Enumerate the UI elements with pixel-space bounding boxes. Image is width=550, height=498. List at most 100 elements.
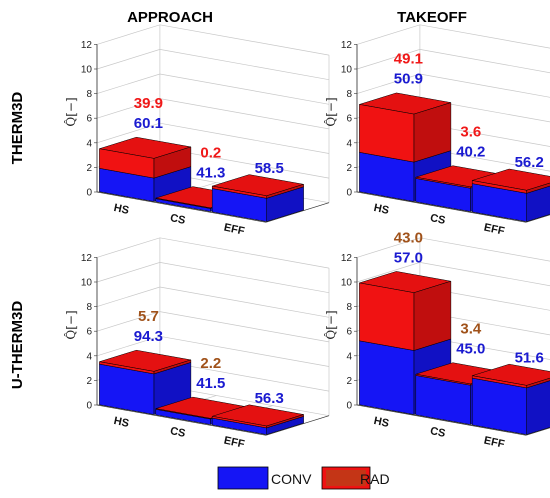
gridline <box>96 311 330 343</box>
y-tick-label: 8 <box>346 302 352 313</box>
category-label: HS <box>373 202 390 217</box>
y-tick-label: 0 <box>346 401 352 412</box>
y-tick-label: 12 <box>81 253 93 264</box>
y-axis-label: Q̂[−] <box>323 310 338 339</box>
gridline <box>96 49 330 81</box>
gridline <box>96 237 330 269</box>
y-axis-label: Q̂[−] <box>63 97 78 126</box>
y-tick-label: 4 <box>86 138 92 149</box>
y-tick-label: 6 <box>86 114 92 125</box>
y-tick-label: 6 <box>346 327 352 338</box>
gridline <box>356 237 550 262</box>
y-tick-label: 8 <box>86 302 92 313</box>
value-label-rad: 5.7 <box>138 308 159 325</box>
value-label-conv: 51.6 <box>515 349 544 366</box>
category-label: EFF <box>483 435 506 451</box>
gridline <box>96 98 330 130</box>
chart-panel-takeoff-therm3d: 0 2 4 6 8 10 12 Q̂[−] HS CS EFF 50.9 49.1 40.2 3.6 56.2 <box>323 24 550 238</box>
bar-rad-cs-front <box>155 408 211 420</box>
y-tick-label: 0 <box>86 401 92 412</box>
bar-rad-hs <box>99 349 192 375</box>
chart-panel-approach-therm3d: 0 2 4 6 8 10 12 Q̂[−] HS CS EFF 60.1 39.9 41.3 0.2 58.5 <box>63 24 330 238</box>
y-tick-label: 10 <box>81 278 93 289</box>
row-title-therm3d: THERM3D <box>9 92 26 165</box>
depth-axis <box>526 214 550 223</box>
y-tick-label: 12 <box>341 253 353 264</box>
bar-rad-hs-front <box>99 361 155 375</box>
bar-rad-hs <box>99 136 192 179</box>
y-tick-label: 8 <box>346 89 352 100</box>
y-tick-label: 12 <box>341 40 353 51</box>
y-tick-label: 2 <box>346 163 352 174</box>
bar-rad-hs <box>359 92 452 163</box>
y-tick-label: 10 <box>341 278 353 289</box>
depth-axis <box>266 415 330 436</box>
gridline <box>356 24 550 49</box>
legend: CONV RAD <box>217 466 390 490</box>
y-tick-label: 2 <box>346 376 352 387</box>
category-label: CS <box>169 212 186 227</box>
value-label-conv: 45.0 <box>456 341 485 358</box>
value-label-rad: 2.2 <box>200 355 221 372</box>
value-label-rad: 3.4 <box>460 321 482 338</box>
x-axis <box>96 191 267 223</box>
value-label-rad: 49.1 <box>394 51 423 68</box>
column-title-approach: APPROACH <box>127 9 213 26</box>
bar-rad-eff-front <box>471 180 527 194</box>
category-label: HS <box>113 415 130 430</box>
y-tick-label: 10 <box>81 65 93 76</box>
y-tick-label: 0 <box>346 188 352 199</box>
bar-rad-eff <box>211 404 304 429</box>
value-label-conv: 58.5 <box>255 160 284 177</box>
legend-swatch-rad-shade <box>326 470 366 486</box>
category-label: HS <box>113 202 130 217</box>
depth-axis <box>266 202 330 223</box>
column-title-takeoff: TAKEOFF <box>397 9 467 26</box>
y-tick-label: 6 <box>346 114 352 125</box>
bar-rad-eff <box>471 363 550 389</box>
y-axis-label: Q̂[−] <box>63 310 78 339</box>
chart-panel-approach-u-therm3d: 0 2 4 6 8 10 12 Q̂[−] HS CS EFF 94.3 5.7 41.5 2.2 56.3 <box>63 237 330 451</box>
y-axis-label: Q̂[−] <box>323 97 338 126</box>
category-label: CS <box>429 212 446 227</box>
category-label: EFF <box>223 222 246 238</box>
y-tick-label: 4 <box>346 351 352 362</box>
category-label: CS <box>169 425 186 440</box>
y-tick-label: 8 <box>86 89 92 100</box>
x-axis <box>96 404 267 436</box>
x-axis <box>356 191 527 223</box>
bar-conv-hs-front <box>359 340 415 415</box>
y-tick-label: 2 <box>86 376 92 387</box>
chart-panel-takeoff-u-therm3d: 0 2 4 6 8 10 12 Q̂[−] HS CS EFF 57.0 43.0 45.0 3.4 51.6 <box>323 229 550 451</box>
category-label: EFF <box>483 222 506 238</box>
value-label-rad: 3.6 <box>460 124 481 141</box>
bar-rad-hs-front <box>359 104 415 163</box>
bar-rad-cs-front <box>415 373 471 386</box>
value-label-conv: 94.3 <box>134 328 163 345</box>
bar-rad-eff <box>471 168 550 194</box>
bar-rad-eff-front <box>211 185 267 199</box>
value-label-conv: 56.2 <box>515 154 544 171</box>
y-tick-label: 6 <box>86 327 92 338</box>
value-label-rad: 39.9 <box>134 95 163 112</box>
legend-label-rad: RAD <box>360 471 390 487</box>
y-tick-label: 2 <box>86 163 92 174</box>
depth-axis <box>526 427 550 436</box>
y-tick-label: 4 <box>86 351 92 362</box>
gridline <box>96 24 330 56</box>
row-title-u-therm3d: U-THERM3D <box>9 301 26 389</box>
bar-rad-eff-front <box>211 416 267 429</box>
value-label-conv: 50.9 <box>394 71 423 88</box>
bar-rad-eff <box>211 174 304 199</box>
value-label-conv: 60.1 <box>134 115 163 132</box>
y-tick-label: 12 <box>81 40 93 51</box>
gridline <box>96 286 330 318</box>
value-label-conv: 41.5 <box>196 375 225 392</box>
y-tick-label: 4 <box>346 138 352 149</box>
bar-rad-cs-front <box>415 176 471 189</box>
y-tick-label: 10 <box>341 65 353 76</box>
category-label: HS <box>373 415 390 430</box>
gridline <box>356 49 550 74</box>
value-label-rad: 43.0 <box>394 229 423 246</box>
